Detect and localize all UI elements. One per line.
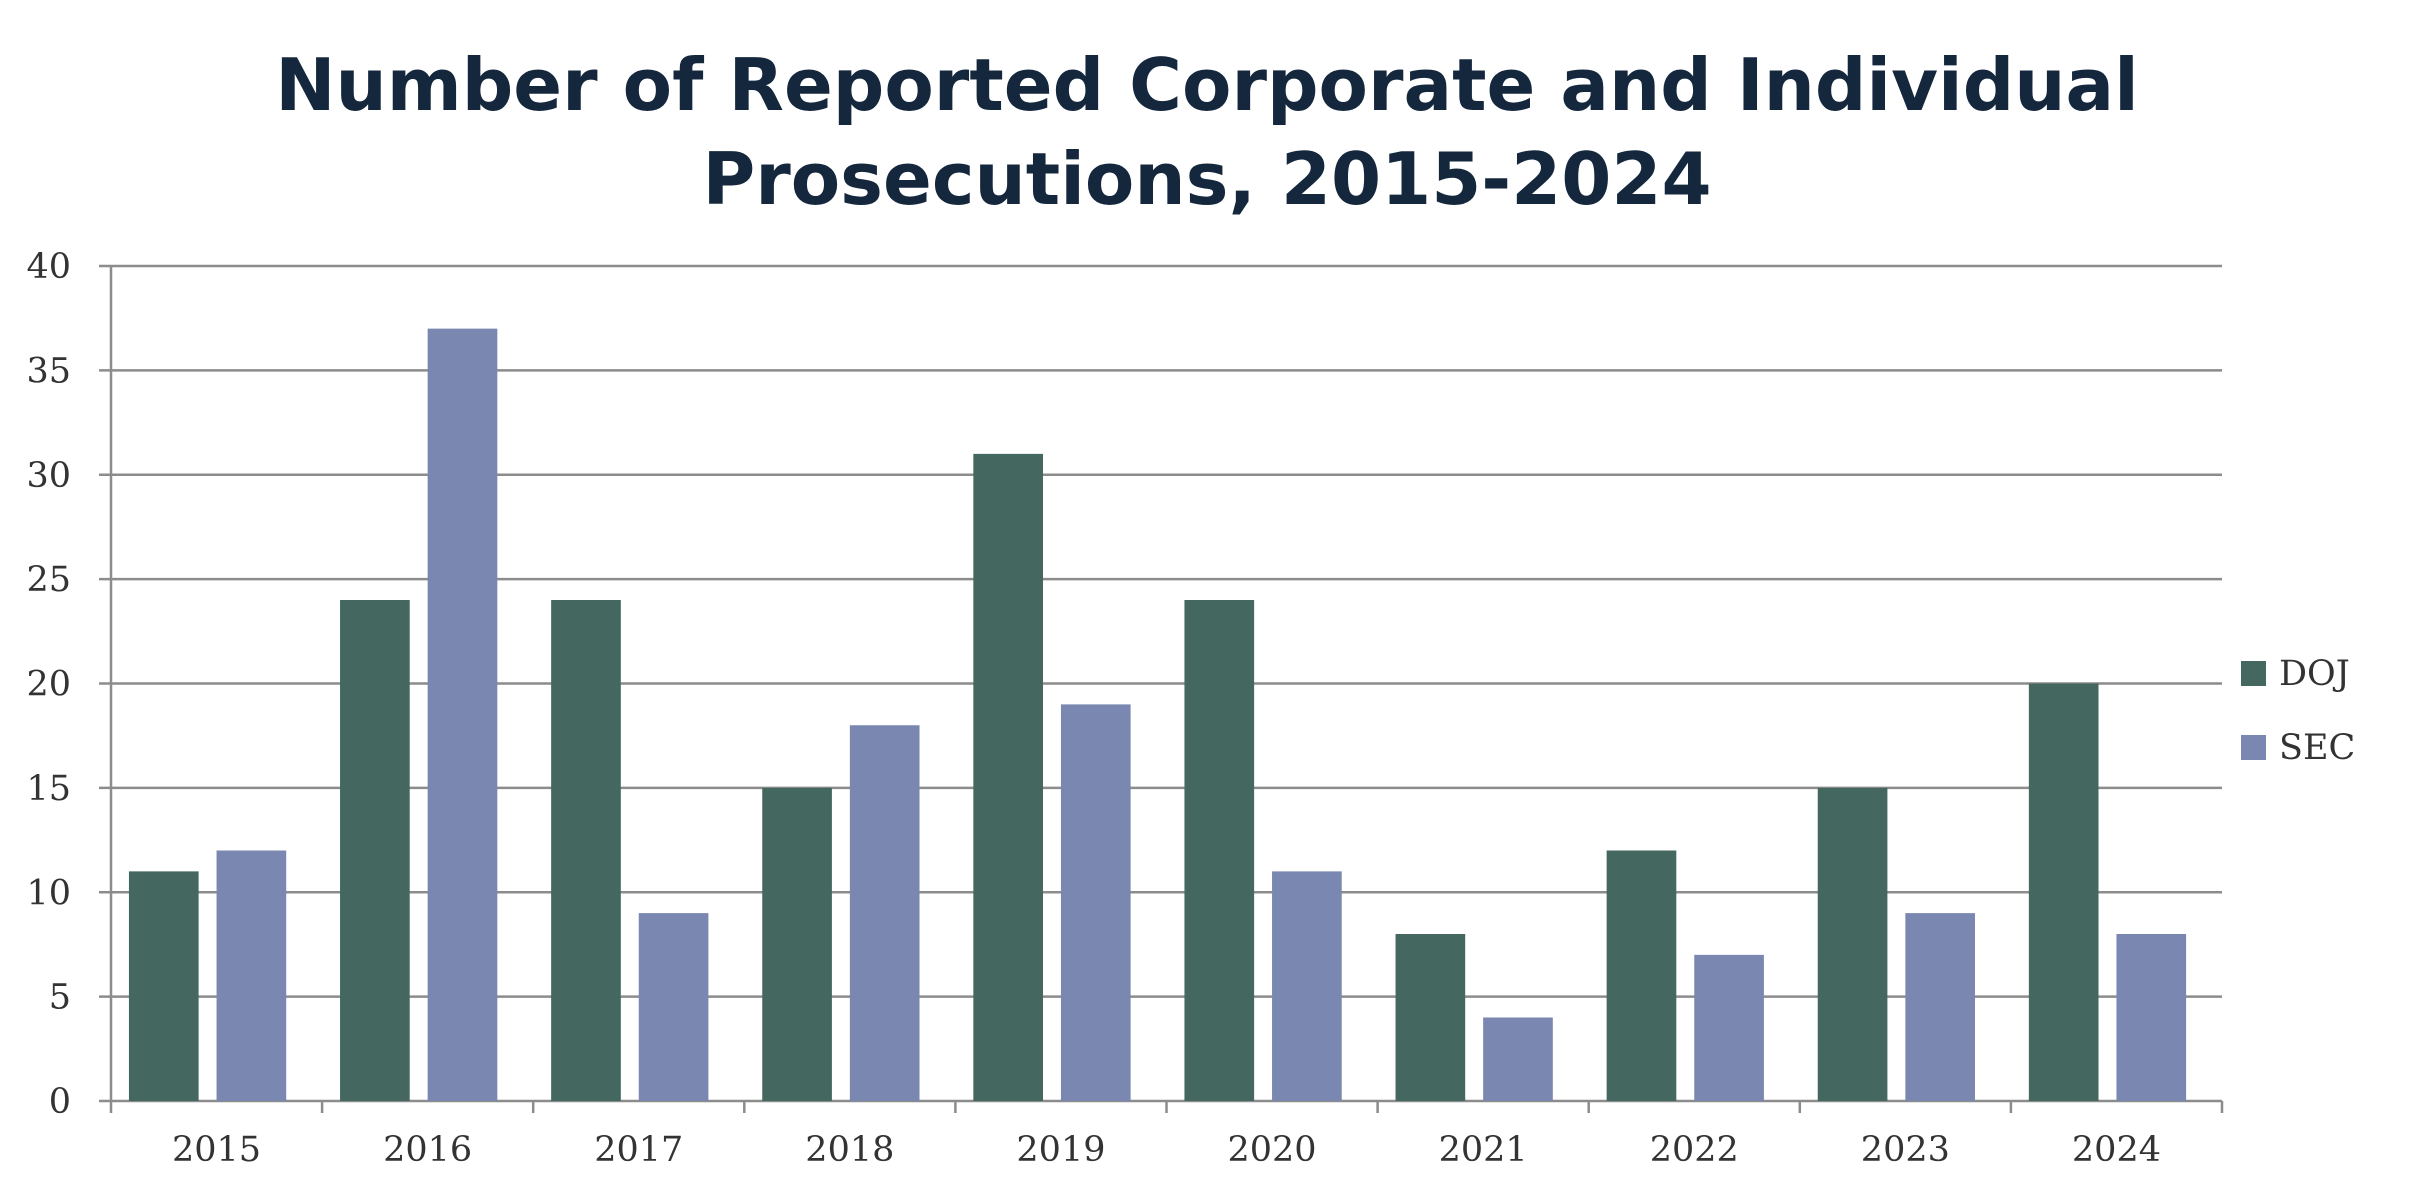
y-tick-label: 30 (26, 456, 71, 496)
bar-doj-2019 (973, 453, 1044, 1101)
y-tick-label: 10 (26, 873, 71, 913)
legend: DOJ SEC (2241, 654, 2355, 768)
bar-doj-2016 (340, 600, 410, 1101)
legend-label-sec: SEC (2279, 728, 2355, 768)
axes (99, 264, 2224, 1113)
y-tick-label: 0 (49, 1082, 71, 1122)
bar-sec-2023 (1905, 913, 1976, 1101)
chart-title-line-2: Prosecutions, 2015-2024 (702, 137, 1712, 221)
chart-title: Number of Reported Corporate and Individ… (0, 38, 2414, 226)
legend-swatch-doj (2241, 661, 2266, 686)
bar-sec-2022 (1694, 954, 1764, 1101)
y-tick-label: 15 (26, 769, 71, 809)
y-tick-label: 35 (26, 351, 71, 391)
bar-doj-2021 (1395, 934, 1466, 1101)
chart-title-line-1: Number of Reported Corporate and Individ… (275, 43, 2139, 127)
x-tick-label: 2021 (1439, 1130, 1528, 1170)
bar-doj-2023 (1817, 787, 1888, 1101)
y-tick-label: 5 (49, 978, 71, 1018)
x-tick-label: 2016 (383, 1130, 472, 1170)
bar-sec-2016 (427, 328, 498, 1101)
bar-doj-2022 (1606, 850, 1677, 1101)
legend-label-doj: DOJ (2279, 654, 2350, 694)
bar-sec-2018 (849, 725, 920, 1101)
x-tick-label: 2022 (1650, 1130, 1739, 1170)
bar-doj-2015 (128, 871, 199, 1101)
bar-sec-2017 (638, 913, 709, 1101)
x-tick-label: 2020 (1228, 1130, 1317, 1170)
y-tick-label: 40 (26, 247, 71, 287)
legend-swatch-sec (2241, 735, 2266, 760)
bar-doj-2017 (551, 600, 621, 1101)
y-tick-label: 25 (26, 560, 71, 600)
y-tick-label: 20 (26, 665, 71, 705)
bar-sec-2021 (1483, 1017, 1553, 1101)
tick-labels: 0 5 10 15 20 25 30 35 40 2015 2016 2017 2018 2019 2020… (26, 247, 2161, 1170)
bar-sec-2020 (1272, 871, 1342, 1101)
x-tick-label: 2024 (2072, 1130, 2161, 1170)
bar-sec-2015 (216, 850, 287, 1101)
x-tick-label: 2023 (1861, 1130, 1950, 1170)
bar-doj-2024 (2028, 683, 2099, 1101)
bar-doj-2018 (762, 787, 832, 1101)
x-tick-label: 2018 (805, 1130, 894, 1170)
bar-sec-2024 (2116, 934, 2187, 1101)
bar-doj-2020 (1184, 600, 1255, 1101)
x-tick-label: 2017 (594, 1130, 683, 1170)
x-tick-label: 2015 (172, 1130, 261, 1170)
bar-sec-2019 (1060, 704, 1131, 1101)
bars (128, 328, 2187, 1101)
x-tick-label: 2019 (1016, 1130, 1105, 1170)
